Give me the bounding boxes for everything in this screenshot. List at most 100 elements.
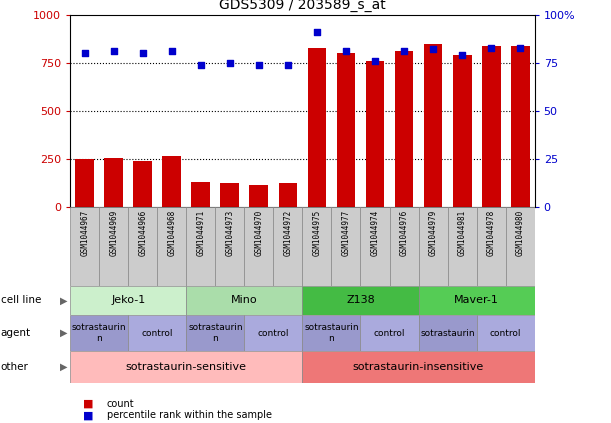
Text: ▶: ▶ [60,362,67,372]
Bar [70,351,302,383]
Bar [365,61,384,207]
Point [399,48,409,55]
Text: sotrastaurin: sotrastaurin [420,329,475,338]
Bar [447,207,477,286]
Point [138,50,148,57]
Bar [128,207,158,286]
Bar [390,207,419,286]
Text: GSM1044970: GSM1044970 [254,210,263,256]
Text: GSM1044966: GSM1044966 [138,210,147,256]
Text: Z138: Z138 [346,295,375,305]
Bar [307,47,326,207]
Text: ▶: ▶ [60,295,67,305]
Point [370,58,380,64]
Bar [133,161,152,207]
Bar [337,53,356,207]
Point [254,61,264,68]
Bar [419,286,535,315]
Text: ■: ■ [82,410,93,420]
Text: GSM1044967: GSM1044967 [80,210,89,256]
Bar [186,207,216,286]
Point [312,29,322,36]
Bar [70,207,99,286]
Point [283,61,293,68]
Bar [158,207,186,286]
Point [225,60,235,66]
Bar [244,315,302,351]
Text: GSM1044975: GSM1044975 [312,210,321,256]
Text: GSM1044977: GSM1044977 [342,210,351,256]
Text: GSM1044981: GSM1044981 [458,210,467,256]
Text: GSM1044976: GSM1044976 [400,210,409,256]
Text: GSM1044974: GSM1044974 [370,210,379,256]
Bar [302,207,332,286]
Bar [216,207,244,286]
Text: sotrastaurin-sensitive: sotrastaurin-sensitive [126,362,247,372]
Point [196,61,206,68]
Text: percentile rank within the sample: percentile rank within the sample [107,410,272,420]
Point [486,44,496,51]
Text: GSM1044978: GSM1044978 [486,210,496,256]
Title: GDS5309 / 203589_s_at: GDS5309 / 203589_s_at [219,0,386,12]
Text: control: control [258,329,289,338]
Bar [279,183,298,207]
Point [341,48,351,55]
Bar [481,46,500,207]
Bar [70,286,186,315]
Text: control: control [374,329,405,338]
Text: GSM1044969: GSM1044969 [109,210,119,256]
Text: ▶: ▶ [60,328,67,338]
Bar [360,207,390,286]
Point [457,52,467,59]
Text: agent: agent [1,328,31,338]
Text: Jeko-1: Jeko-1 [111,295,145,305]
Text: GSM1044972: GSM1044972 [284,210,293,256]
Bar [511,46,530,207]
Text: cell line: cell line [1,295,41,305]
Text: control: control [490,329,521,338]
Point [80,50,90,57]
Bar [274,207,302,286]
Text: sotrastaurin-insensitive: sotrastaurin-insensitive [353,362,484,372]
Point [109,48,119,55]
Bar [419,207,447,286]
Text: other: other [1,362,29,372]
Bar [395,51,414,207]
Bar [104,158,123,207]
Bar [244,207,274,286]
Bar [249,184,268,207]
Text: GSM1044980: GSM1044980 [516,210,525,256]
Text: ■: ■ [82,399,93,409]
Bar [477,207,506,286]
Bar [302,351,535,383]
Text: Mino: Mino [231,295,258,305]
Bar [302,286,419,315]
Text: sotrastaurin
n: sotrastaurin n [72,324,126,343]
Bar [163,156,181,207]
Bar [423,44,442,207]
Text: sotrastaurin
n: sotrastaurin n [304,324,359,343]
Text: GSM1044979: GSM1044979 [428,210,437,256]
Bar [186,286,302,315]
Bar [75,159,94,207]
Bar [419,315,477,351]
Bar [128,315,186,351]
Bar [191,182,210,207]
Bar [302,315,360,351]
Bar [477,315,535,351]
Text: control: control [142,329,173,338]
Text: count: count [107,399,134,409]
Bar [221,183,240,207]
Point [167,48,177,55]
Text: GSM1044973: GSM1044973 [225,210,235,256]
Bar [360,315,419,351]
Bar [100,207,128,286]
Text: sotrastaurin
n: sotrastaurin n [188,324,243,343]
Bar [186,315,244,351]
Bar [70,315,128,351]
Point [515,44,525,51]
Text: GSM1044971: GSM1044971 [196,210,205,256]
Text: GSM1044968: GSM1044968 [167,210,177,256]
Bar [453,55,472,207]
Bar [506,207,535,286]
